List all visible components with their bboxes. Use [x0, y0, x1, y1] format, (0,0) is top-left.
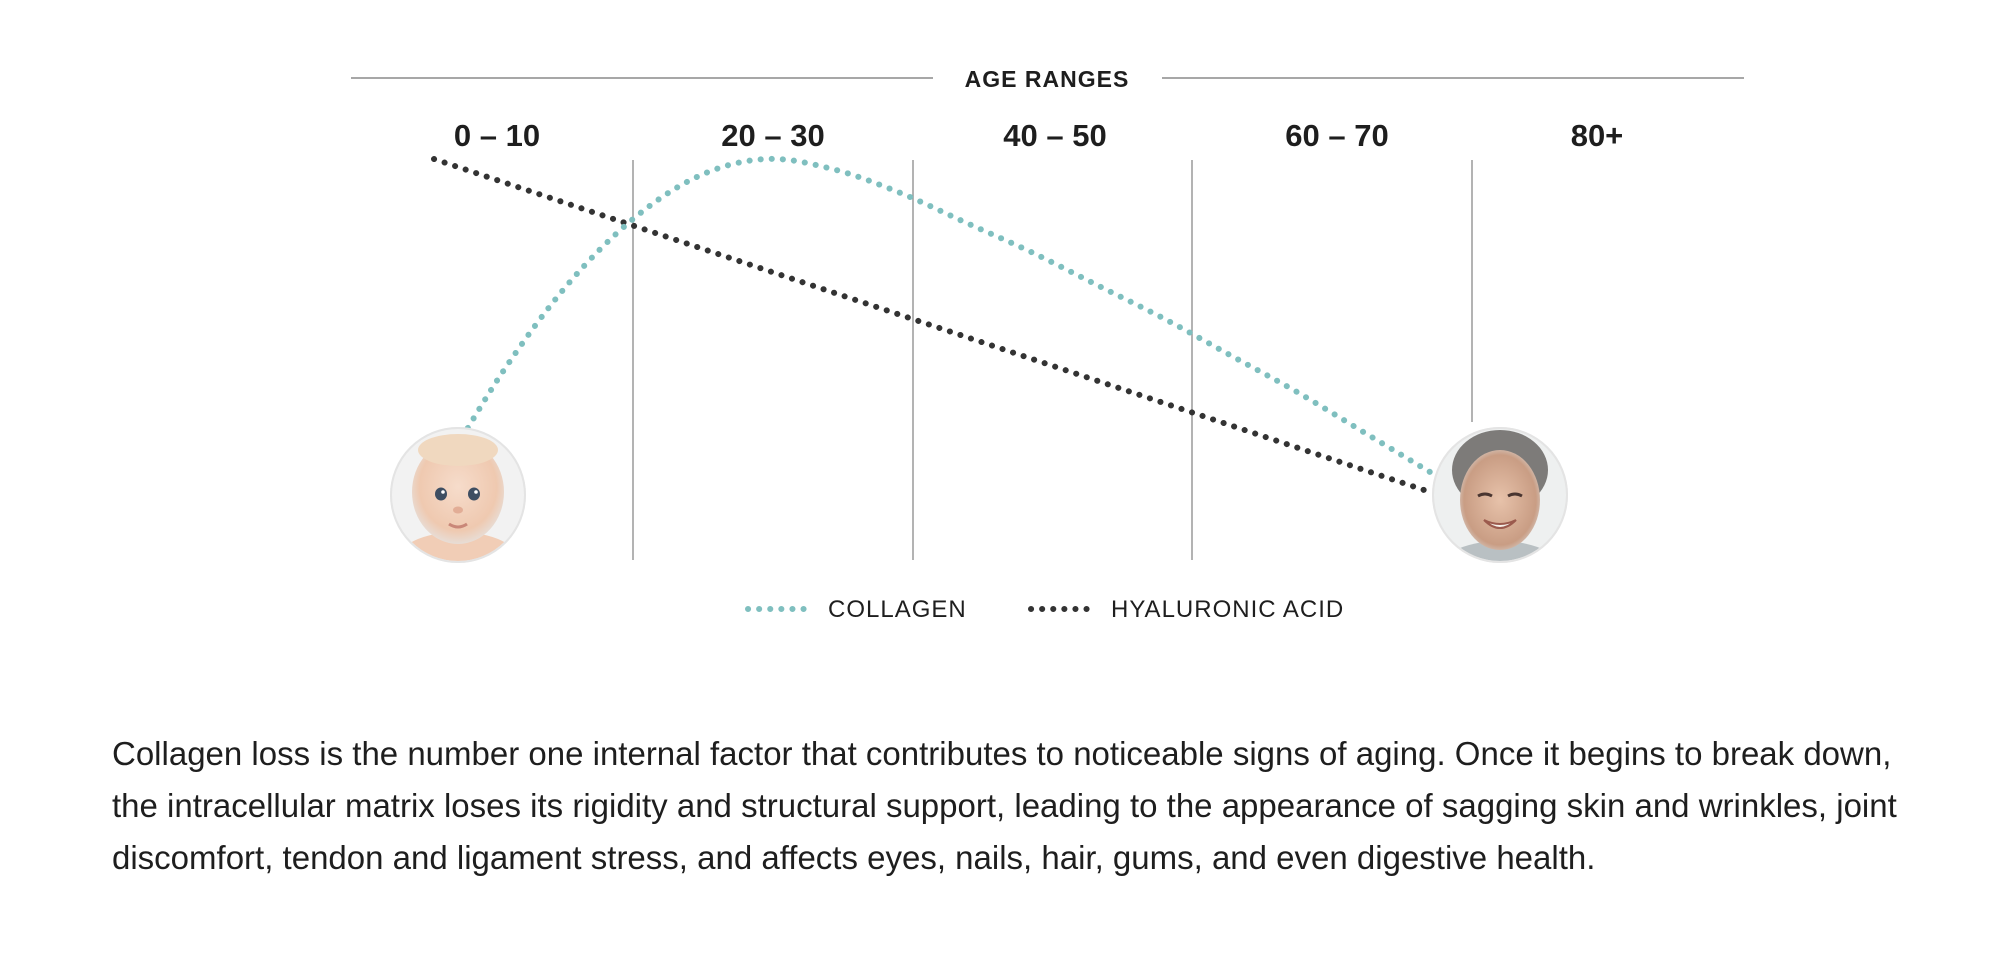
collagen-chart: AGE RANGES 0 – 10 20 – 30 40 – 50 60 – 7…: [351, 66, 1744, 623]
age-range-labels: 0 – 10 20 – 30 40 – 50 60 – 70 80+: [454, 118, 1623, 153]
legend: COLLAGEN HYALURONIC ACID: [745, 596, 1344, 623]
age-range-label: 60 – 70: [1285, 118, 1388, 153]
series-line-collagen: [431, 155, 1433, 489]
baby-photo: [390, 427, 526, 563]
range-dividers: [632, 160, 1473, 560]
age-range-label: 0 – 10: [454, 118, 540, 153]
elderly-woman-photo: [1432, 427, 1568, 563]
legend-label-collagen: COLLAGEN: [828, 596, 967, 623]
axis-title: AGE RANGES: [965, 66, 1130, 92]
legend-item-hyaluronic-acid: HYALURONIC ACID: [1028, 596, 1344, 623]
series-line-hyaluronic-acid: [431, 156, 1433, 495]
age-range-label: 40 – 50: [1003, 118, 1106, 153]
age-range-label: 80+: [1571, 118, 1624, 153]
age-range-label: 20 – 30: [721, 118, 824, 153]
series-layer: [431, 155, 1433, 495]
description-paragraph: Collagen loss is the number one internal…: [112, 735, 1897, 876]
legend-item-collagen: COLLAGEN: [745, 596, 967, 623]
legend-label-hyaluronic-acid: HYALURONIC ACID: [1111, 596, 1344, 623]
